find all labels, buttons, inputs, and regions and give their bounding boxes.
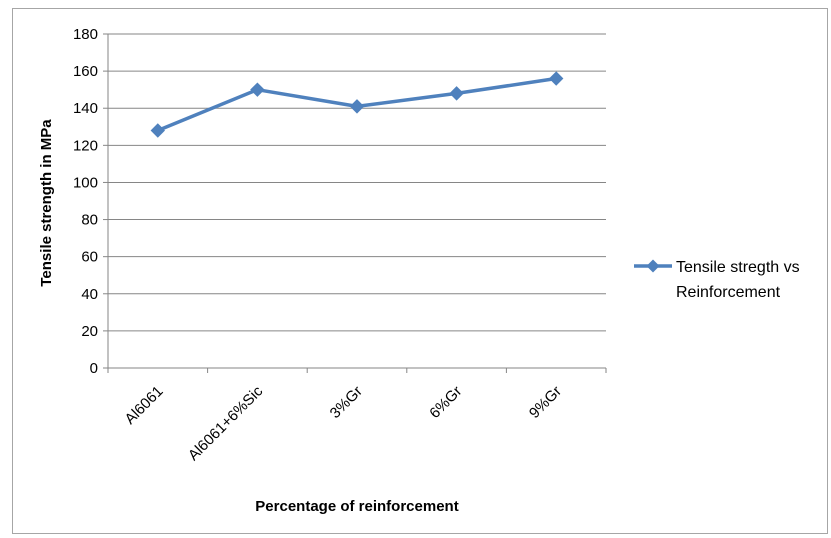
y-tick-label: 140 [73, 100, 98, 117]
y-tick-label: 0 [90, 360, 98, 377]
gridlines [103, 33, 607, 373]
legend-marker [646, 259, 660, 273]
x-tick-labels: Al6061 Al6061+6%Sic 3%Gr 6%Gr 9%Gr [122, 382, 565, 464]
y-tick-label: 60 [81, 249, 98, 266]
y-tick-labels: 0 20 40 60 80 100 120 140 160 180 [73, 26, 98, 377]
x-tick-label: 3%Gr [327, 383, 366, 422]
legend: Tensile stregth vs Reinforcement [634, 259, 800, 301]
y-tick-label: 120 [73, 137, 98, 154]
y-tick-label: 180 [73, 26, 98, 43]
data-point-marker [250, 82, 265, 97]
series-group [150, 71, 564, 138]
y-tick-label: 40 [81, 286, 98, 303]
x-tick-label: Al6061 [122, 383, 167, 428]
data-point-marker [150, 123, 166, 138]
y-tick-label: 80 [81, 212, 98, 229]
y-axis-title: Tensile strength in MPa [38, 119, 55, 287]
y-tick-label: 20 [81, 323, 98, 340]
chart-frame [12, 8, 828, 534]
x-tick-label: 9%Gr [526, 383, 565, 422]
x-tick-label: 6%Gr [426, 383, 465, 422]
x-axis-title: Percentage of reinforcement [255, 498, 458, 515]
data-point-marker [449, 86, 464, 101]
legend-label: Tensile stregth vs Reinforcement [676, 259, 800, 301]
data-point-marker [349, 99, 365, 114]
data-point-marker [548, 71, 564, 86]
y-tick-label: 100 [73, 174, 98, 191]
y-tick-label: 160 [73, 63, 98, 80]
x-tick-label: Al6061+6%Sic [185, 382, 267, 464]
